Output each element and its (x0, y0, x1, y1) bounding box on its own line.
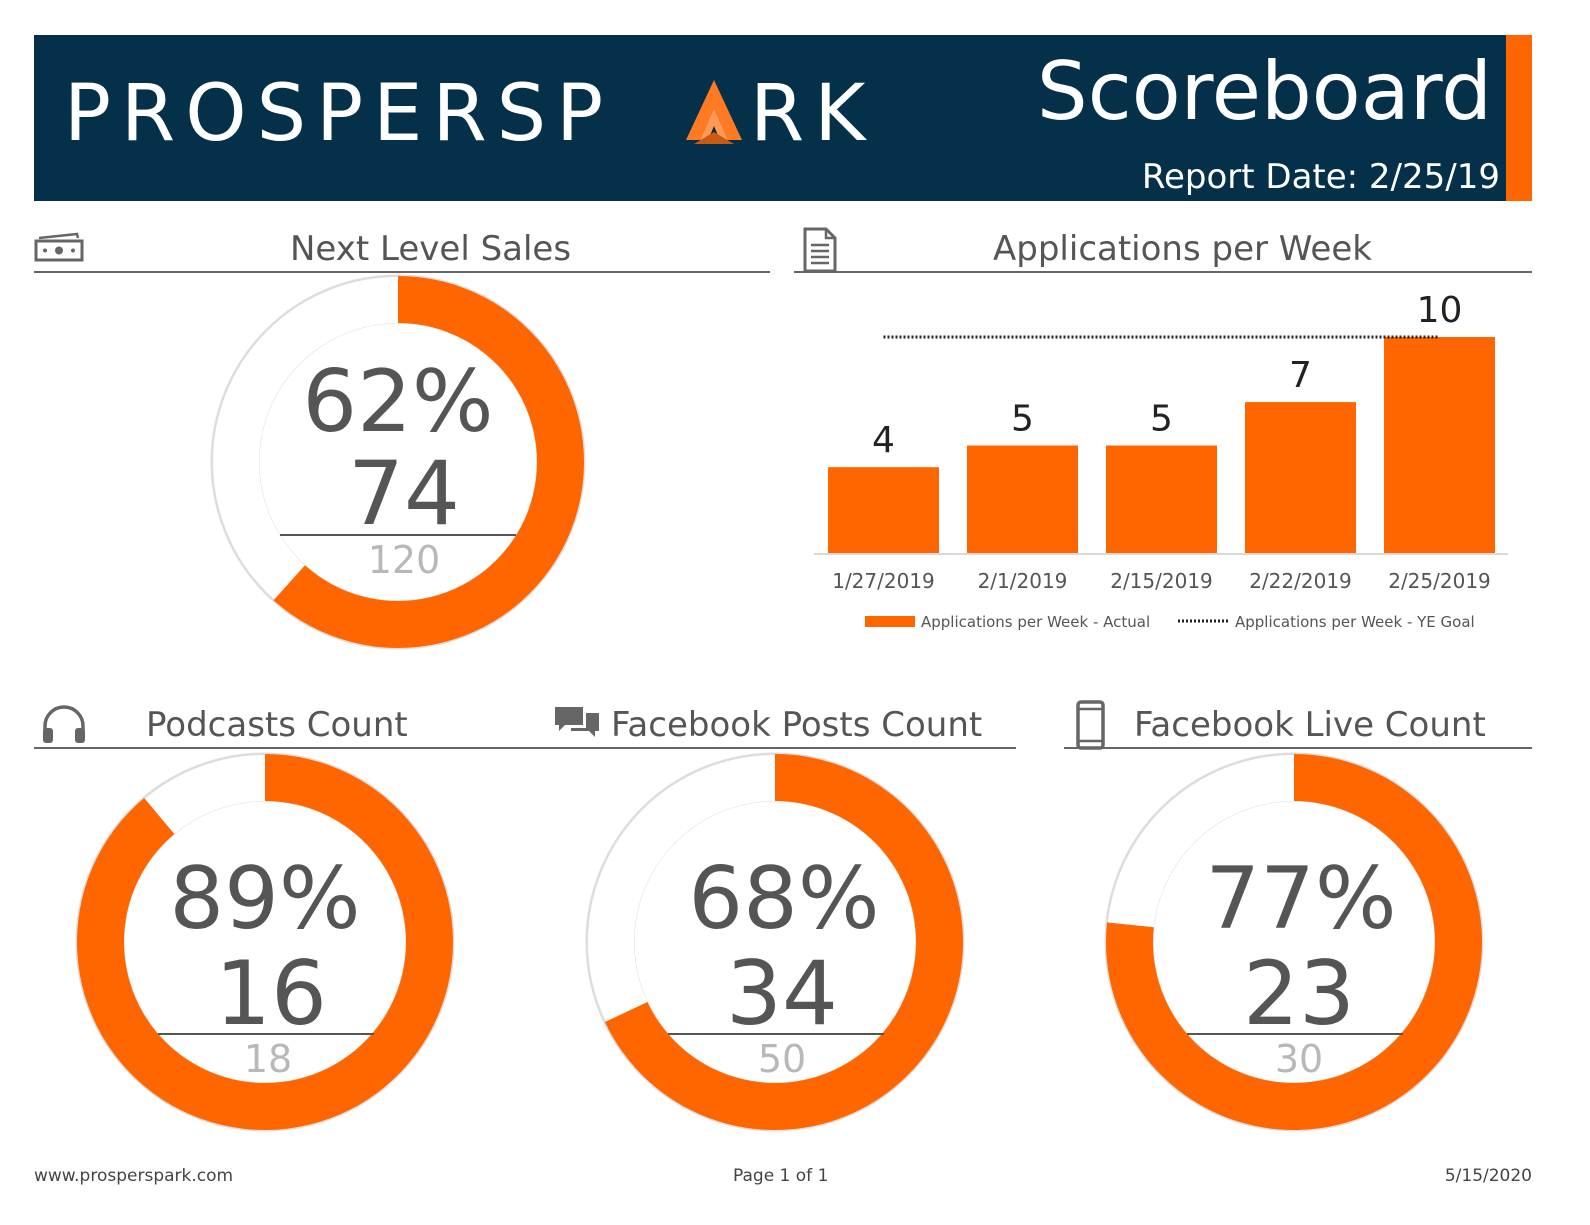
bar-2/15/2019 (1106, 445, 1217, 554)
section-rule-lower-left (34, 747, 1016, 749)
chat-bubbles-icon (555, 707, 599, 737)
section-title-applications: Applications per Week (993, 229, 1372, 269)
donut-chart-fb-live: 77% 23 30 (1104, 752, 1484, 1132)
donut-value: 74 (348, 442, 460, 545)
donut-value: 16 (215, 942, 327, 1045)
x-tick-label: 2/15/2019 (1110, 569, 1213, 593)
donut-percent: 62% (302, 352, 493, 452)
bar-chart-applications: 4 1/27/2019 5 2/1/2019 5 2/15/2019 7 2/22/2019 1… (814, 290, 1508, 631)
phone-icon (1076, 700, 1105, 750)
donut-goal: 30 (1275, 1037, 1323, 1081)
donut-chart-podcasts: 89% 16 18 (75, 752, 455, 1132)
donut-goal: 50 (758, 1037, 806, 1081)
bar-2/25/2019 (1384, 337, 1495, 554)
page-title: Scoreboard (1036, 45, 1492, 138)
brand-logo: PROSPERSP RK (64, 69, 874, 159)
bar-data-label: 5 (1011, 399, 1034, 440)
section-rule-sales (34, 271, 770, 273)
section-title-fb-live: Facebook Live Count (1134, 705, 1486, 745)
footer-website[interactable]: www.prosperspark.com (34, 1166, 234, 1186)
legend-label-actual: Applications per Week - Actual (921, 613, 1150, 631)
section-rule-applications (794, 271, 1532, 273)
bar-2/1/2019 (967, 445, 1078, 554)
donut-goal: 18 (244, 1037, 292, 1081)
headphones-icon (43, 705, 85, 743)
bar-data-label: 10 (1417, 290, 1463, 331)
bar-data-label: 4 (872, 420, 895, 461)
x-tick-label: 2/1/2019 (978, 569, 1068, 593)
brand-logo-text-left: PROSPERSP (64, 69, 613, 159)
donut-percent: 77% (1205, 849, 1396, 949)
section-title-podcasts: Podcasts Count (146, 705, 408, 745)
donut-percent: 89% (169, 849, 360, 949)
bar-2/22/2019 (1245, 402, 1356, 554)
section-rule-fb-live (1064, 747, 1532, 749)
document-icon (803, 227, 837, 273)
footer-page-number: Page 1 of 1 (733, 1166, 829, 1186)
donut-chart-fb-posts: 68% 34 50 (585, 752, 965, 1132)
x-tick-label: 1/27/2019 (832, 569, 935, 593)
donut-chart-sales: 62% 74 120 (210, 274, 586, 650)
donut-value: 34 (726, 942, 838, 1045)
bar-1/27/2019 (828, 467, 939, 554)
chart-legend: Applications per Week - Actual Applicati… (865, 613, 1475, 631)
brand-logo-text-right: RK (750, 69, 874, 159)
donut-value: 23 (1243, 942, 1355, 1045)
donut-goal: 120 (368, 538, 441, 582)
brand-logo-a-mark (686, 80, 742, 144)
section-title-sales: Next Level Sales (290, 229, 572, 269)
donut-progress-arc (273, 276, 584, 648)
money-icon (34, 232, 84, 262)
bar-data-label: 7 (1289, 355, 1312, 396)
header-banner (34, 35, 1506, 201)
x-tick-label: 2/25/2019 (1388, 569, 1491, 593)
report-date: Report Date: 2/25/19 (1141, 157, 1500, 197)
bar-data-label: 5 (1150, 399, 1173, 440)
donut-percent: 68% (688, 849, 879, 949)
header-accent-bar (1506, 35, 1532, 201)
legend-swatch-actual (865, 616, 915, 627)
bars-group: 4 1/27/2019 5 2/1/2019 5 2/15/2019 7 2/22/2019 1… (828, 290, 1495, 593)
footer-date: 5/15/2020 (1444, 1166, 1532, 1186)
legend-label-goal: Applications per Week - YE Goal (1235, 613, 1475, 631)
section-title-fb-posts: Facebook Posts Count (611, 705, 983, 745)
x-tick-label: 2/22/2019 (1249, 569, 1352, 593)
